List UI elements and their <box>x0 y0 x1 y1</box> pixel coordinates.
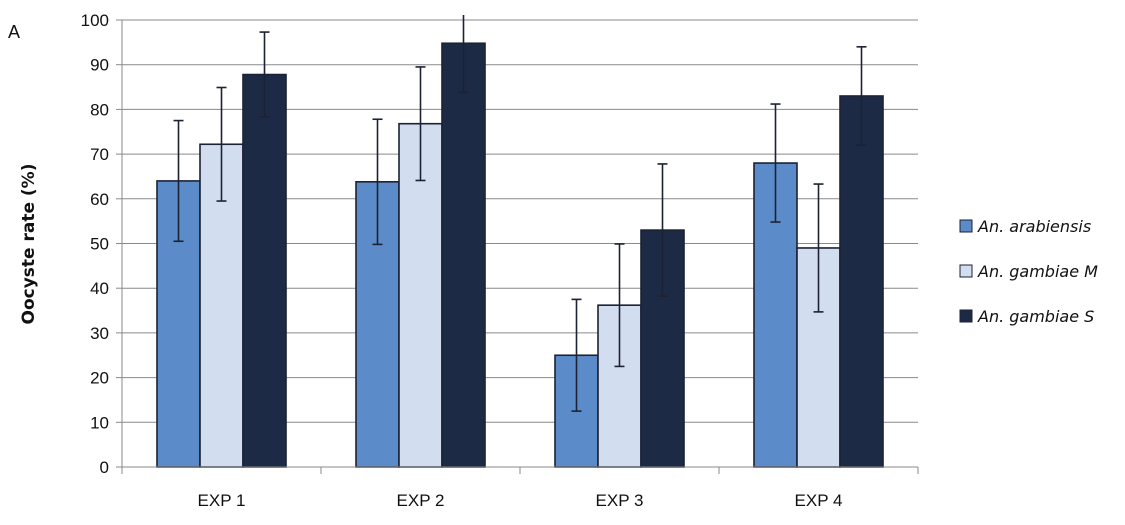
legend: An. arabiensis An. gambiae M An. gambiae S <box>959 217 1098 326</box>
y-tick-label: 50 <box>90 235 109 254</box>
y-axis-label: Oocyste rate (%) <box>19 164 39 325</box>
x-axis-ticks: EXP 1 EXP 2 EXP 3 EXP 4 <box>198 491 843 510</box>
y-tick-label: 30 <box>90 324 109 343</box>
bar <box>441 42 486 468</box>
legend-swatch <box>959 264 973 278</box>
x-tick-label: EXP 4 <box>795 491 843 510</box>
y-tick-label: 100 <box>81 11 109 30</box>
legend-swatch <box>959 309 973 323</box>
x-tick-label: EXP 1 <box>198 491 246 510</box>
y-tick-label: 70 <box>90 145 109 164</box>
y-tick-label: 40 <box>90 279 109 298</box>
y-tick-label: 10 <box>90 413 109 432</box>
axes <box>121 20 919 474</box>
bar <box>839 95 884 468</box>
y-tick-label: 60 <box>90 190 109 209</box>
y-tick-label: 0 <box>100 458 109 477</box>
bars <box>156 42 884 468</box>
x-tick-label: EXP 2 <box>397 491 445 510</box>
x-tick-label: EXP 3 <box>596 491 644 510</box>
legend-label: An. gambiae M <box>977 262 1098 281</box>
error-bars <box>173 15 867 412</box>
y-tick-label: 20 <box>90 369 109 388</box>
legend-label: An. gambiae S <box>977 307 1094 326</box>
legend-label: An. arabiensis <box>977 217 1091 236</box>
bar <box>242 73 287 468</box>
y-axis-ticks: 0 10 20 30 40 50 60 70 80 90 100 <box>81 11 122 477</box>
y-tick-label: 80 <box>90 100 109 119</box>
y-tick-label: 90 <box>90 56 109 75</box>
panel-label: A <box>8 22 20 42</box>
legend-swatch <box>959 219 973 233</box>
